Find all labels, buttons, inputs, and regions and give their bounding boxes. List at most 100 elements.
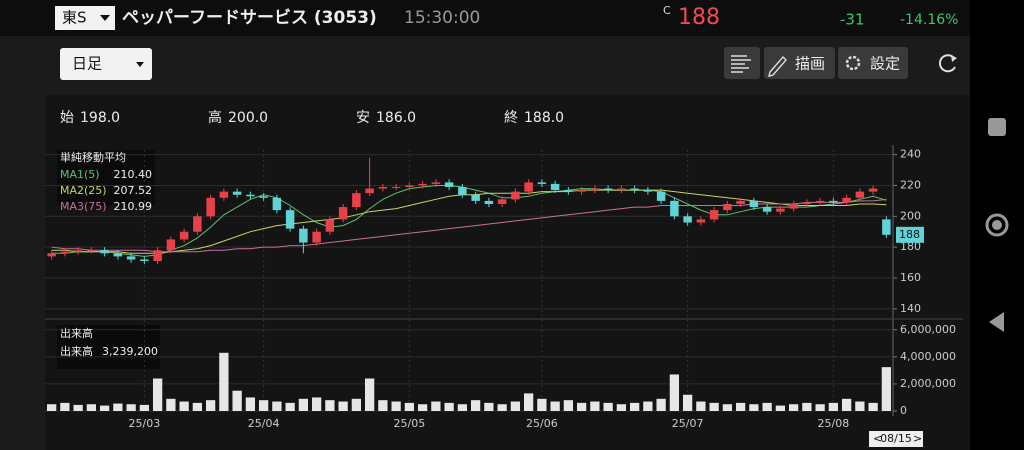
indicator-button[interactable] — [724, 47, 760, 79]
market: 東S — [62, 9, 87, 27]
cursor-next: > — [913, 432, 922, 445]
candle-body — [511, 191, 520, 200]
ohlc-label: 終 — [504, 110, 518, 126]
volume-bar — [590, 401, 600, 411]
volume-bar — [351, 398, 362, 411]
nav-back[interactable] — [989, 312, 1004, 332]
candle-body — [855, 191, 865, 198]
candle-body — [352, 193, 361, 208]
y-tick-label: 200 — [900, 209, 921, 222]
volume-bar — [563, 400, 574, 411]
volume-tick-label: 6,000,000 — [900, 323, 956, 336]
refresh-icon[interactable] — [938, 54, 956, 73]
volume-bar — [152, 378, 163, 411]
volume-bar — [311, 397, 322, 411]
y-tick-label: 160 — [900, 271, 921, 284]
volume-bar — [457, 404, 468, 411]
candle-body — [577, 190, 586, 192]
nav-home[interactable] — [985, 213, 1009, 237]
volume-bar — [245, 397, 256, 411]
volume-bar — [298, 398, 309, 411]
volume-bar — [643, 401, 653, 411]
y-tick-label: 180 — [900, 240, 921, 253]
draw-button[interactable] — [764, 47, 835, 79]
volume-bar — [219, 352, 229, 411]
volume-legend-value: 3,239,200 — [102, 345, 158, 358]
volume-bar — [404, 402, 415, 411]
volume-bar — [868, 402, 878, 411]
nav-recent[interactable] — [988, 118, 1006, 136]
candle-body — [126, 256, 136, 260]
nav-home-dot — [992, 220, 1002, 230]
candle-body — [193, 216, 202, 232]
volume-bar — [364, 378, 375, 411]
ma-line — [51, 185, 887, 257]
candle-body — [365, 188, 374, 194]
candle-body — [285, 210, 295, 229]
volume-bar — [855, 401, 865, 411]
cursor-date-box[interactable] — [869, 431, 923, 447]
candle-body — [842, 197, 851, 203]
candle-body — [696, 219, 706, 223]
candle-body — [272, 197, 282, 211]
period-select[interactable] — [60, 48, 152, 80]
candle-body — [60, 251, 70, 254]
candle-body — [749, 200, 759, 208]
volume-tick-label: 4,000,000 — [900, 350, 956, 363]
chart-panel — [45, 95, 970, 450]
candle-body — [418, 183, 427, 186]
candle-body — [670, 200, 679, 217]
volume-bar — [696, 401, 706, 411]
cursor-prev: < — [873, 432, 882, 445]
volume-bar — [616, 404, 627, 411]
candle-body — [391, 187, 401, 189]
pencil-icon — [768, 55, 787, 77]
volume-tick-label: 2,000,000 — [900, 377, 956, 390]
change: -31 — [840, 11, 865, 29]
candle-body — [497, 199, 507, 204]
candle-body — [444, 182, 454, 188]
volume-bar — [510, 401, 521, 411]
candle-body — [87, 250, 96, 252]
candle-body — [524, 182, 533, 192]
volume-bar — [484, 402, 494, 411]
candle-body — [471, 194, 480, 201]
volume-bar — [629, 402, 640, 411]
candle-body — [100, 250, 109, 254]
volume-legend-name: 出来高 — [60, 344, 93, 358]
ma-line — [51, 198, 887, 253]
volume-bar — [391, 401, 401, 411]
volume-bar — [444, 402, 454, 411]
candle-body — [431, 182, 441, 184]
x-tick-label: 25/08 — [818, 417, 850, 430]
candle-body — [246, 194, 255, 197]
volume-bar — [60, 402, 70, 411]
candle-body — [73, 250, 83, 252]
time: 15:30:00 — [404, 8, 480, 28]
x-tick-label: 25/03 — [129, 417, 161, 430]
volume-bar — [73, 404, 83, 411]
candle-body — [603, 188, 613, 191]
volume-bar — [139, 404, 150, 411]
volume-bar — [46, 404, 57, 411]
change-pct: -14.16% — [900, 12, 958, 28]
candle-body — [815, 200, 825, 203]
candle-body — [378, 187, 388, 189]
legend-name: MA2(25) — [60, 184, 107, 197]
volume-bar — [841, 398, 852, 411]
candle-body — [312, 231, 321, 243]
candle-body — [153, 250, 162, 262]
candle-body — [789, 203, 798, 209]
candle-body — [484, 200, 494, 204]
draw-label: 描画 — [795, 55, 825, 73]
volume-bar — [497, 404, 507, 411]
candle-body — [683, 216, 692, 223]
volume-bar — [722, 404, 733, 411]
settings-button[interactable] — [838, 47, 908, 79]
candle-body — [299, 228, 308, 243]
volume-bar — [603, 402, 613, 411]
candle-body — [259, 196, 268, 198]
candle-body — [643, 190, 653, 192]
settings-label: 設定 — [870, 55, 900, 73]
